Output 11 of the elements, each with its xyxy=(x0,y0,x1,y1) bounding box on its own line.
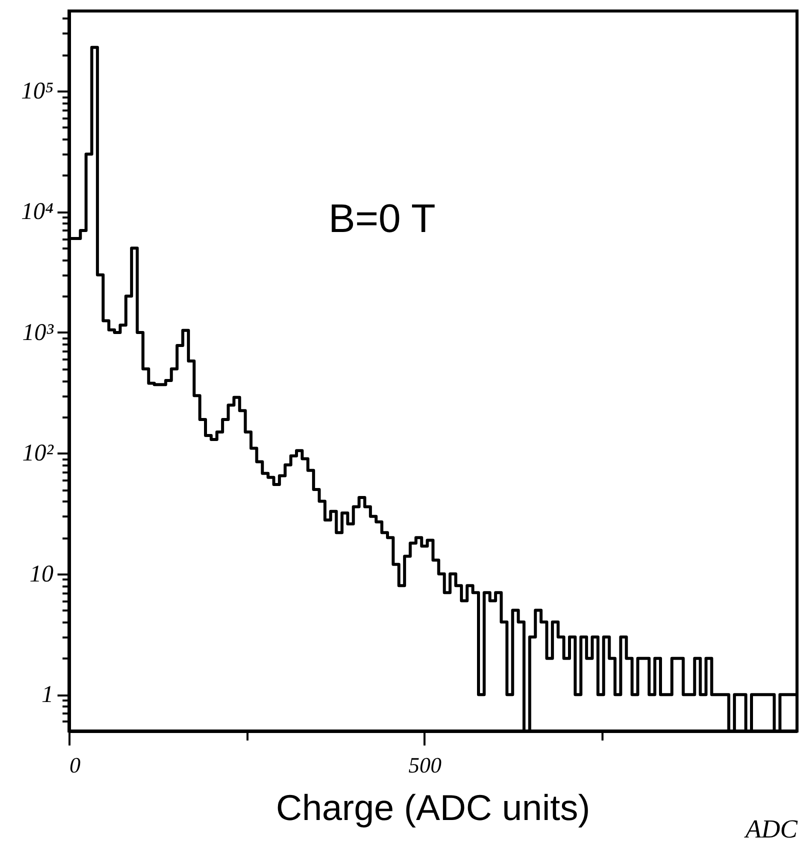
y-tick-label: 10 xyxy=(30,561,54,588)
annotation: B=0 T xyxy=(328,196,436,241)
y-tick-label: 10⁵ xyxy=(21,78,54,105)
text: Charge (ADC units) xyxy=(276,787,590,828)
y-tick-label: 10² xyxy=(22,440,54,467)
x-axis-title: ADC xyxy=(744,814,798,844)
x-tick-label: 500 xyxy=(408,752,442,778)
y-tick-label: 10³ xyxy=(22,320,54,346)
y-tick-label: 10⁴ xyxy=(21,199,54,226)
y-tick-label: 1 xyxy=(42,682,54,708)
x-tick-label: 0 xyxy=(70,752,80,778)
